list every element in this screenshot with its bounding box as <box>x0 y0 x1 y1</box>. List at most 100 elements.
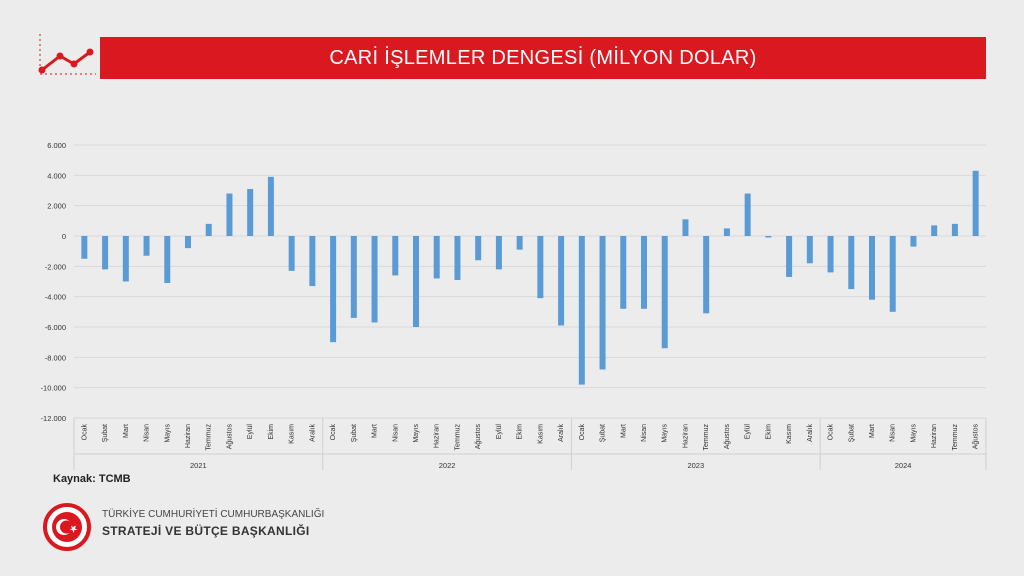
bar <box>102 236 109 270</box>
bar <box>495 236 502 270</box>
x-tick-label: Nisan <box>392 424 399 442</box>
bar <box>433 236 440 279</box>
x-tick-label: Mart <box>372 424 379 438</box>
x-tick-label: Ekim <box>268 424 275 440</box>
x-tick-label: Aralık <box>309 424 316 442</box>
x-tick-label: Mart <box>869 424 876 438</box>
bar <box>599 236 606 370</box>
bar <box>143 236 150 256</box>
chart-title: CARİ İŞLEMLER DENGESİ (MİLYON DOLAR) <box>100 37 986 79</box>
bar <box>578 236 585 385</box>
x-tick-label: Kasım <box>786 424 793 444</box>
y-tick-label: -6.000 <box>45 323 66 332</box>
bar <box>765 236 772 238</box>
x-tick-label: Ağustos <box>724 424 731 450</box>
x-tick-label: Mayıs <box>413 424 420 443</box>
x-tick-label: Mayıs <box>164 424 171 443</box>
x-tick-label: Ekim <box>517 424 524 440</box>
bar <box>910 236 917 247</box>
x-tick-label: Aralık <box>807 424 814 442</box>
x-tick-label: Haziran <box>434 424 441 448</box>
bar <box>309 236 316 287</box>
bar <box>205 223 212 236</box>
x-tick-label: Mart <box>620 424 627 438</box>
bar <box>537 236 544 299</box>
x-tick-label: Haziran <box>185 424 192 448</box>
bar <box>972 170 979 236</box>
trend-line-icon <box>38 34 96 75</box>
bar <box>454 236 461 280</box>
bar <box>786 236 793 277</box>
x-tick-label: Ağustos <box>226 424 233 450</box>
bar <box>247 188 254 236</box>
y-tick-label: 6.000 <box>47 141 66 150</box>
bar <box>267 176 274 236</box>
bar <box>848 236 855 290</box>
bar <box>723 228 730 236</box>
org-name-line2: STRATEJİ VE BÜTÇE BAŞKANLIĞI <box>102 524 310 538</box>
x-tick-label: Ağustos <box>973 424 980 450</box>
x-tick-label: Haziran <box>931 424 938 448</box>
x-tick-label: Temmuz <box>952 424 959 451</box>
bar <box>931 225 938 236</box>
x-tick-label: Temmuz <box>206 424 213 451</box>
bar <box>516 236 523 250</box>
x-tick-label: Temmuz <box>454 424 461 451</box>
x-tick-label: Nisan <box>144 424 151 442</box>
y-tick-label: 0 <box>62 232 66 241</box>
bar <box>703 236 710 314</box>
bar <box>951 223 958 236</box>
x-tick-label: Haziran <box>682 424 689 448</box>
bar <box>392 236 399 276</box>
x-tick-label: Kasım <box>537 424 544 444</box>
y-tick-label: -2.000 <box>45 262 66 271</box>
bar <box>350 236 357 318</box>
bar <box>558 236 565 326</box>
x-tick-label: Ocak <box>330 424 337 441</box>
bar <box>164 236 171 284</box>
bar <box>869 236 875 300</box>
bar <box>641 236 647 309</box>
org-name-line1: TÜRKİYE CUMHURİYETİ CUMHURBAŞKANLIĞI <box>102 509 325 520</box>
x-tick-label: Şubat <box>600 424 607 442</box>
year-label: 2023 <box>687 461 704 470</box>
year-label: 2021 <box>190 461 207 470</box>
x-tick-label: Ocak <box>81 424 88 441</box>
source-label: Kaynak: TCMB <box>53 473 131 485</box>
x-tick-label: Ocak <box>579 424 586 441</box>
x-tick-label: Şubat <box>848 424 855 442</box>
org-block: TÜRKİYE CUMHURİYETİ CUMHURBAŞKANLIĞI STR… <box>40 503 340 553</box>
x-tick-label: Mayıs <box>910 424 917 443</box>
x-tick-label: Şubat <box>102 424 109 442</box>
bar <box>185 236 191 249</box>
y-tick-label: 4.000 <box>47 171 66 180</box>
bar <box>682 219 689 236</box>
y-tick-label: -8.000 <box>45 353 66 362</box>
bar <box>288 236 295 271</box>
y-tick-label: -4.000 <box>45 293 66 302</box>
x-tick-label: Ağustos <box>475 424 482 450</box>
bar <box>81 236 88 259</box>
bar <box>806 236 813 264</box>
x-tick-label: Eylül <box>496 424 503 440</box>
bar <box>827 236 834 273</box>
bar <box>371 236 378 323</box>
bar <box>330 236 337 343</box>
x-tick-label: Eylül <box>247 424 254 440</box>
x-tick-label: Mart <box>123 424 130 438</box>
x-tick-label: Şubat <box>351 424 358 442</box>
x-tick-label: Aralık <box>558 424 565 442</box>
x-tick-label: Kasım <box>289 424 296 444</box>
x-tick-label: Mayıs <box>662 424 669 443</box>
x-tick-label: Eylül <box>745 424 752 440</box>
bar <box>122 236 129 282</box>
bar <box>620 236 627 309</box>
bar <box>889 236 896 312</box>
bar <box>413 236 419 327</box>
x-tick-label: Ekim <box>765 424 772 440</box>
y-tick-label: 2.000 <box>47 202 66 211</box>
bar <box>226 193 233 236</box>
bar <box>475 236 482 261</box>
y-tick-label: -10.000 <box>41 384 66 393</box>
